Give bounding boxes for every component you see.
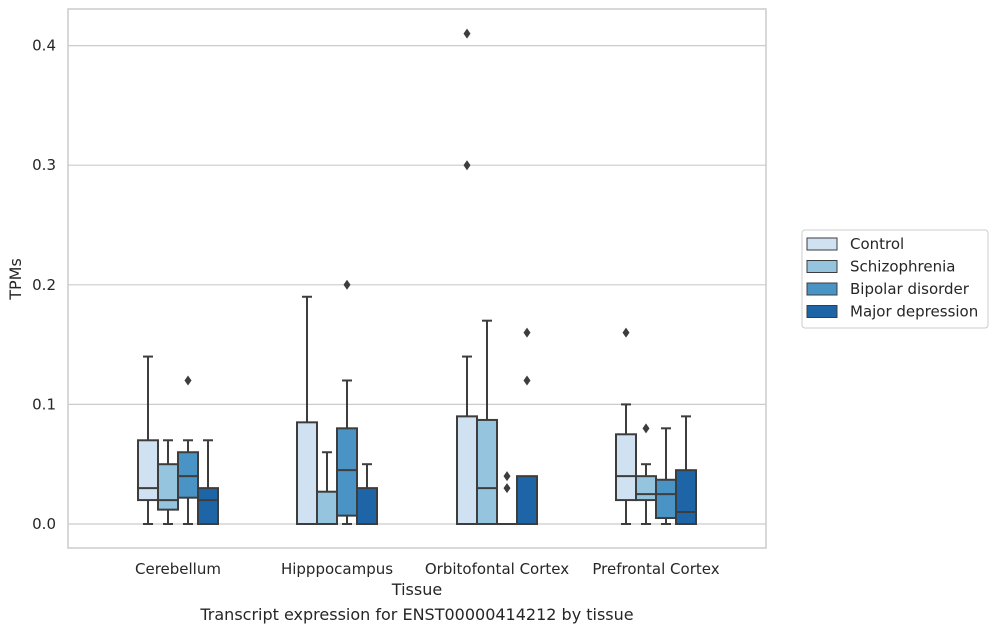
box-schizophrenia — [157, 439, 179, 525]
box-schizophrenia — [635, 423, 657, 525]
box-control — [456, 28, 478, 525]
box-body — [336, 427, 358, 517]
box-body — [356, 487, 378, 525]
outlier-point — [503, 471, 511, 482]
outlier-point — [503, 483, 511, 494]
outlier-point — [642, 423, 650, 434]
y-tick-label: 0.4 — [32, 37, 56, 55]
x-tick-label: Prefrontal Cortex — [592, 560, 719, 578]
outlier-point — [523, 327, 531, 338]
x-axis-title: Tissue — [391, 580, 442, 599]
box-body — [655, 478, 677, 520]
y-tick-labels: 0.0 0.1 0.2 0.3 0.4 — [32, 37, 56, 533]
x-tick-labels: Cerebellum Hipppocampus Orbitofontal Corte… — [135, 560, 720, 578]
legend-frame — [801, 229, 989, 329]
box-body — [157, 463, 179, 511]
box-body — [476, 418, 498, 525]
legend-swatch — [806, 305, 838, 318]
box-major-depression — [675, 415, 697, 525]
y-tick-label: 0.0 — [32, 515, 56, 533]
outlier-point — [523, 375, 531, 386]
legend: Control Schizophrenia Bipolar disorder Majo… — [801, 229, 989, 329]
box-body — [516, 475, 538, 526]
legend-label: Control — [850, 235, 904, 253]
x-tick-label: Orbitofontal Cortex — [425, 560, 569, 578]
outlier-point — [184, 375, 192, 386]
box-body — [615, 433, 637, 502]
y-gridlines — [68, 44, 766, 525]
x-tick-label: Hipppocampus — [281, 560, 393, 578]
box-body — [316, 490, 338, 526]
box-groups — [137, 28, 697, 526]
legend-label: Schizophrenia — [850, 258, 955, 276]
y-axis-title: TPMs — [6, 258, 25, 301]
y-tick-label: 0.2 — [32, 276, 56, 294]
plot-frame — [67, 8, 767, 549]
box-major-depression — [516, 327, 538, 526]
box-schizophrenia — [316, 451, 338, 526]
box-major-depression — [197, 439, 219, 525]
legend-swatch — [806, 282, 838, 296]
box-body — [137, 439, 159, 502]
box-control — [615, 327, 637, 525]
box-control — [296, 295, 318, 525]
box-body — [675, 469, 697, 525]
outlier-point — [343, 279, 351, 290]
box-body — [177, 451, 199, 499]
outlier-point — [463, 28, 471, 39]
box-bipolar-disorder — [655, 427, 677, 525]
y-tick-label: 0.3 — [32, 156, 56, 174]
legend-label: Bipolar disorder — [850, 280, 970, 298]
legend-swatch — [806, 260, 838, 273]
legend-label: Major depression — [850, 303, 978, 321]
outlier-point — [622, 327, 630, 338]
box-body — [635, 475, 657, 502]
legend-swatch — [806, 237, 838, 251]
outlier-point — [463, 160, 471, 171]
x-tick-label: Cerebellum — [135, 560, 221, 578]
figure-caption: Transcript expression for ENST0000041421… — [200, 605, 634, 624]
box-bipolar-disorder — [336, 279, 358, 525]
box-body — [456, 415, 478, 525]
box-schizophrenia — [476, 319, 498, 525]
box-body — [296, 421, 318, 525]
box-body — [197, 487, 219, 525]
box-major-depression — [356, 463, 378, 525]
box-control — [137, 355, 159, 525]
box-bipolar-disorder — [496, 471, 518, 526]
box-bipolar-disorder — [177, 375, 199, 525]
y-tick-label: 0.1 — [32, 395, 56, 413]
